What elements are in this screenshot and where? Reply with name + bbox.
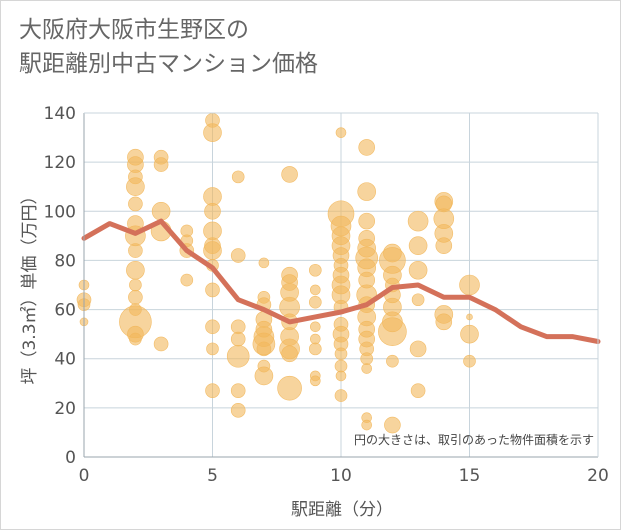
y-tick-label: 40 xyxy=(54,350,76,370)
bubble-point xyxy=(203,187,222,206)
bubble-point xyxy=(360,352,374,366)
bubble-point xyxy=(151,201,171,221)
bubble-point xyxy=(206,342,219,356)
bubble-point xyxy=(258,257,270,269)
y-tick-label: 120 xyxy=(44,153,76,173)
bubble-point xyxy=(308,295,322,309)
y-tick-label: 0 xyxy=(65,448,76,468)
bubble-point xyxy=(129,332,142,346)
bubble-point xyxy=(205,319,220,335)
axes xyxy=(83,112,599,458)
bubble-point xyxy=(334,347,348,361)
tick-labels: 0 20 40 60 80 100 120 140 0 5 10 15 20 xyxy=(44,104,609,486)
bubble-point xyxy=(459,274,480,296)
y-tick-label: 140 xyxy=(44,104,76,124)
bubble-point xyxy=(386,354,399,368)
bubble-point xyxy=(128,289,143,305)
bubble-point xyxy=(358,212,376,230)
bubble-point xyxy=(128,243,143,258)
bubble-point xyxy=(309,375,321,387)
bubble-point xyxy=(230,331,246,347)
bubble-point xyxy=(230,403,246,418)
bubble-point xyxy=(281,345,298,363)
bubble-point xyxy=(466,313,473,321)
trend-line-layer xyxy=(81,218,601,344)
bubble-point xyxy=(230,248,246,263)
bubble-point xyxy=(281,166,298,183)
bubble-point xyxy=(361,419,373,431)
x-tick-label: 0 xyxy=(79,466,90,486)
bubble-point xyxy=(409,340,427,358)
bubble-point xyxy=(226,344,250,368)
x-tick-label: 15 xyxy=(459,466,481,486)
bubble-point xyxy=(410,383,426,398)
bubble-point xyxy=(334,359,348,373)
bubble-point xyxy=(335,127,347,138)
bubble-point xyxy=(408,260,428,280)
bubble-point xyxy=(309,321,321,333)
chart-title: 大阪府大阪市生野区の 駅距離別中古マンション価格 xyxy=(19,13,318,81)
bubble-point xyxy=(463,354,476,368)
bubble-point xyxy=(231,170,245,184)
bubble-point xyxy=(435,237,453,254)
bubble-point xyxy=(256,341,272,357)
bubble-point xyxy=(384,416,401,434)
bubble-point xyxy=(126,177,145,197)
bubble-point xyxy=(408,236,428,255)
bubble-point xyxy=(308,263,322,277)
bubble-point xyxy=(230,319,246,335)
bubble-point xyxy=(334,389,348,402)
chart-title-line1: 大阪府大阪市生野区の xyxy=(19,17,249,43)
bubble-point xyxy=(358,139,376,156)
bubble-point xyxy=(180,273,194,287)
bubble-point xyxy=(230,383,246,398)
bubble-point xyxy=(153,336,169,352)
bubble-point xyxy=(129,278,142,292)
bubble-point xyxy=(357,182,377,201)
bubble-point xyxy=(309,284,321,296)
average-price-line xyxy=(81,218,601,344)
bubble-point xyxy=(361,363,373,374)
bubble-point xyxy=(411,293,425,307)
bubble-point xyxy=(203,241,222,260)
bubble-point xyxy=(204,202,221,220)
x-tick-label: 20 xyxy=(587,466,609,486)
y-tick-label: 80 xyxy=(54,251,76,271)
bubble-point xyxy=(203,221,222,241)
bubble-point xyxy=(460,324,479,344)
bubble-point xyxy=(335,370,347,382)
x-tick-label: 5 xyxy=(207,466,218,486)
bubble-point xyxy=(378,317,407,346)
bubble-point xyxy=(277,375,302,401)
bubble-point xyxy=(309,333,321,345)
y-tick-label: 60 xyxy=(54,301,76,321)
bubble-point xyxy=(308,342,322,356)
bubble-point xyxy=(128,196,143,212)
bubble-point xyxy=(435,313,453,331)
chart-title-line2: 駅距離別中古マンション価格 xyxy=(19,51,318,77)
y-tick-label: 20 xyxy=(54,399,76,419)
y-tick-label: 100 xyxy=(44,202,76,222)
bubble-point xyxy=(205,383,220,398)
bubble-point xyxy=(153,157,169,172)
y-axis-title: 坪（3.3㎡）単価（万円） xyxy=(20,187,40,384)
bubble-point xyxy=(126,260,145,280)
x-tick-label: 10 xyxy=(330,466,352,486)
bubble-layer xyxy=(76,113,480,434)
bubble-point xyxy=(205,282,220,298)
bubble-point xyxy=(407,210,429,232)
x-axis-title: 駅距離（分） xyxy=(291,500,393,520)
bubble-point xyxy=(254,366,274,386)
size-annotation: 円の大きさは、取引のあった物件面積を示す xyxy=(354,432,594,447)
bubble-point xyxy=(203,123,222,142)
